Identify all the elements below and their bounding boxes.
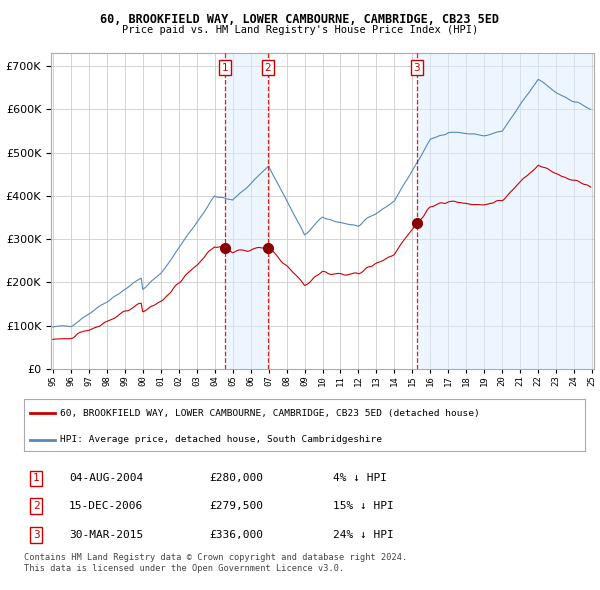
Text: 60, BROOKFIELD WAY, LOWER CAMBOURNE, CAMBRIDGE, CB23 5ED: 60, BROOKFIELD WAY, LOWER CAMBOURNE, CAM… [101, 13, 499, 26]
Text: £280,000: £280,000 [209, 474, 263, 483]
Text: 15-DEC-2006: 15-DEC-2006 [69, 501, 143, 511]
Text: 04-AUG-2004: 04-AUG-2004 [69, 474, 143, 483]
Text: 3: 3 [33, 530, 40, 540]
Text: 30-MAR-2015: 30-MAR-2015 [69, 530, 143, 540]
Text: £279,500: £279,500 [209, 501, 263, 511]
Text: 4% ↓ HPI: 4% ↓ HPI [332, 474, 386, 483]
Bar [417, 53, 592, 369]
Text: 1: 1 [222, 63, 229, 73]
Bar [225, 53, 268, 369]
Text: Contains HM Land Registry data © Crown copyright and database right 2024.
This d: Contains HM Land Registry data © Crown c… [24, 553, 407, 573]
Text: Price paid vs. HM Land Registry's House Price Index (HPI): Price paid vs. HM Land Registry's House … [122, 25, 478, 35]
Text: HPI: Average price, detached house, South Cambridgeshire: HPI: Average price, detached house, Sout… [61, 435, 382, 444]
Text: £336,000: £336,000 [209, 530, 263, 540]
Text: 2: 2 [33, 501, 40, 511]
Text: 3: 3 [413, 63, 420, 73]
Text: 2: 2 [265, 63, 271, 73]
Text: 1: 1 [33, 474, 40, 483]
Text: 24% ↓ HPI: 24% ↓ HPI [332, 530, 394, 540]
Text: 60, BROOKFIELD WAY, LOWER CAMBOURNE, CAMBRIDGE, CB23 5ED (detached house): 60, BROOKFIELD WAY, LOWER CAMBOURNE, CAM… [61, 409, 480, 418]
Text: 15% ↓ HPI: 15% ↓ HPI [332, 501, 394, 511]
